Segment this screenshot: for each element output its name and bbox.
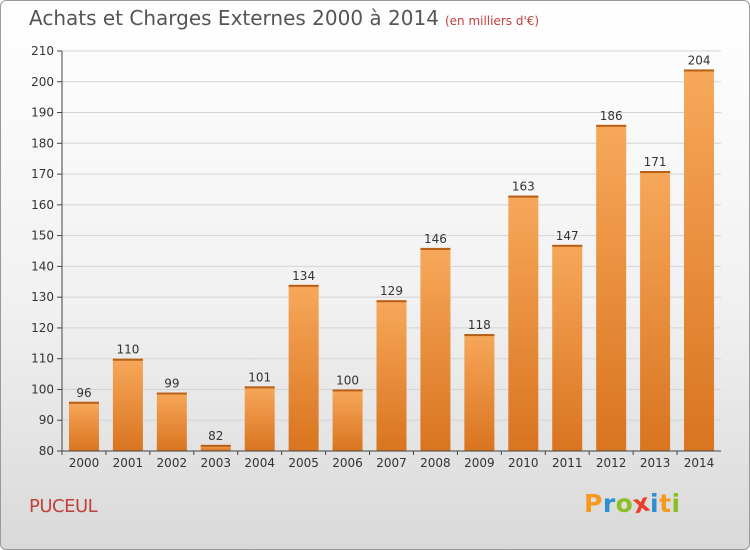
bar [376, 300, 407, 451]
x-tick-label: 2007 [376, 456, 407, 470]
bar-cap [376, 300, 407, 303]
bar-cap [332, 389, 363, 392]
data-label: 204 [688, 53, 711, 67]
y-tick-label: 210 [31, 44, 54, 58]
bar [244, 386, 275, 451]
bar-cap [420, 247, 451, 250]
y-tick-label: 100 [31, 382, 54, 396]
data-label: 147 [556, 229, 579, 243]
y-tick-label: 170 [31, 167, 54, 181]
data-label: 82 [208, 429, 223, 443]
bar-cap [464, 334, 495, 337]
data-label: 171 [644, 155, 667, 169]
bar-cap [684, 69, 715, 72]
x-tick-label: 2009 [464, 456, 495, 470]
data-label: 96 [76, 386, 91, 400]
x-tick-label: 2012 [596, 456, 627, 470]
y-tick-label: 200 [31, 75, 54, 89]
x-tick-label: 2010 [508, 456, 539, 470]
y-tick-label: 80 [39, 444, 54, 458]
data-labels: 96 110 99 82 101 134 100 129 146 118 163 147 186 171 2… [76, 53, 710, 442]
bar [552, 244, 583, 451]
data-label: 163 [512, 180, 535, 194]
bar [420, 247, 451, 451]
x-tick-label: 2003 [200, 456, 231, 470]
bar [68, 401, 99, 451]
x-tick-label: 2002 [157, 456, 188, 470]
x-tick-label: 2006 [332, 456, 363, 470]
bar-cap [244, 386, 275, 389]
y-tick-label: 180 [31, 136, 54, 150]
bar-cap [640, 171, 671, 173]
data-label: 110 [116, 343, 139, 357]
bars [68, 69, 715, 451]
logo-letter: i [650, 489, 660, 518]
x-tick-label: 2004 [244, 456, 275, 470]
proxiti-logo[interactable]: Proxiti [584, 488, 681, 520]
x-tick-label: 2011 [552, 456, 583, 470]
bar [508, 195, 539, 451]
bar-cap [68, 401, 99, 404]
bar-cap [508, 195, 539, 198]
data-label: 99 [164, 377, 179, 391]
y-tick-label: 130 [31, 290, 54, 304]
bar-cap [288, 284, 319, 287]
logo-letter: r [602, 489, 616, 518]
y-tick-label: 110 [31, 352, 54, 366]
y-tick-label: 90 [39, 413, 54, 427]
y-tick-label: 160 [31, 198, 54, 212]
bar [156, 392, 187, 451]
bar-cap [156, 392, 187, 395]
data-label: 129 [380, 284, 403, 298]
bar [200, 444, 231, 451]
bar-cap [112, 358, 143, 361]
data-label: 100 [336, 373, 359, 387]
bar [112, 358, 143, 451]
bar [332, 389, 363, 451]
axes: 8090100110120130140150160170180190200210… [31, 44, 721, 470]
chart-title: Achats et Charges Externes 2000 à 2014 (e… [29, 6, 539, 30]
data-label: 118 [468, 318, 491, 332]
bar [684, 69, 715, 451]
y-tick-label: 140 [31, 259, 54, 273]
logo-letter: i [671, 489, 681, 518]
data-label: 146 [424, 232, 447, 246]
x-tick-label: 2008 [420, 456, 451, 470]
place-name: PUCEUL [29, 496, 98, 517]
data-label: 186 [600, 109, 623, 123]
x-tick-label: 2005 [288, 456, 319, 470]
bar [596, 124, 627, 451]
bar [640, 171, 671, 451]
bar-cap [200, 444, 231, 447]
logo-letter: P [584, 489, 603, 518]
data-label: 101 [248, 370, 271, 384]
data-label: 134 [292, 269, 315, 283]
y-tick-label: 150 [31, 229, 54, 243]
y-tick-label: 120 [31, 321, 54, 335]
logo-letter: o [615, 489, 634, 518]
chart-unit: (en milliers d'€) [444, 14, 540, 28]
chart-title-text: Achats et Charges Externes 2000 à 2014 [29, 6, 439, 30]
y-tick-label: 190 [31, 106, 54, 120]
x-tick-label: 2013 [640, 456, 671, 470]
x-tick-label: 2014 [684, 456, 715, 470]
bar-cap [552, 244, 583, 247]
x-tick-label: 2000 [69, 456, 100, 470]
bar-cap [596, 124, 627, 127]
bar [288, 284, 319, 451]
x-tick-label: 2001 [113, 456, 144, 470]
logo-letter: t [659, 489, 672, 518]
bar [464, 334, 495, 451]
